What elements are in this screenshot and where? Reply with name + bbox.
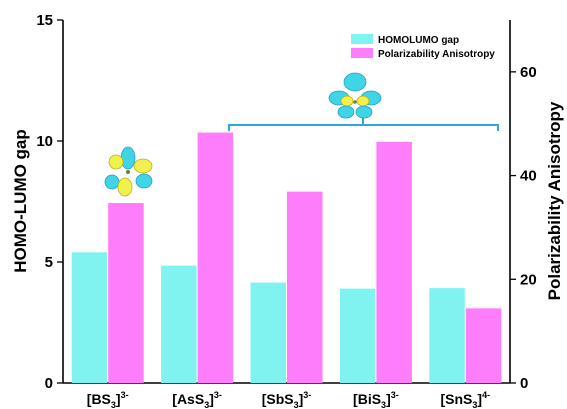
legend: HOMOLUMO gap Polarizability Anisotropy xyxy=(351,34,495,60)
bar-polarizability-1 xyxy=(197,132,234,383)
y2-axis-title: Polarizability Anisotropy xyxy=(545,101,564,300)
bar-homolumo-3 xyxy=(339,288,376,383)
y2-tick-label-1: 20 xyxy=(520,271,537,288)
bar-polarizability-3 xyxy=(376,141,412,383)
y-tick-label-1: 5 xyxy=(45,254,53,271)
orbital-icon-trigonal-planar xyxy=(104,146,153,197)
category-label-3: [BiS3]3- xyxy=(353,390,399,409)
bar-homolumo-2 xyxy=(250,282,286,383)
y2-tick-label-0: 0 xyxy=(520,375,528,392)
category-label-0: [BS3]3- xyxy=(87,390,129,409)
y2-tick-label-2: 40 xyxy=(520,168,537,185)
bar-polarizability-2 xyxy=(287,191,323,383)
bar-polarizability-4 xyxy=(465,308,502,383)
category-label-4: [SnS3]4- xyxy=(441,390,491,409)
legend-label-polarizability: Polarizability Anisotropy xyxy=(378,49,495,60)
bar-homolumo-0 xyxy=(71,252,108,383)
legend-swatch-polarizability xyxy=(351,48,373,58)
category-label-2: [SbS3]3- xyxy=(262,390,312,409)
y-tick-label-3: 15 xyxy=(36,12,53,29)
left-tick-group: 0 5 10 15 xyxy=(36,12,63,392)
orbital-icon-pyramidal xyxy=(328,72,382,119)
right-tick-group: 0 20 40 60 xyxy=(510,64,537,392)
y-tick-label-2: 10 xyxy=(36,133,53,150)
legend-label-homolumo: HOMOLUMO gap xyxy=(378,35,459,46)
y2-tick-label-3: 60 xyxy=(520,64,537,81)
y-tick-label-0: 0 xyxy=(45,375,53,392)
y-axis-title: HOMO-LUMO gap xyxy=(11,129,30,273)
bar-homolumo-4 xyxy=(429,288,465,383)
legend-swatch-homolumo xyxy=(351,34,373,44)
bar-homolumo-1 xyxy=(161,265,197,383)
group-bracket xyxy=(228,118,499,131)
category-label-1: [AsS3]3- xyxy=(172,390,222,409)
category-label-group: [BS3]3- [AsS3]3- [SbS3]3- [BiS3]3- [SnS3]4- xyxy=(87,390,490,409)
bar-group xyxy=(71,132,502,383)
bar-polarizability-0 xyxy=(108,203,144,383)
